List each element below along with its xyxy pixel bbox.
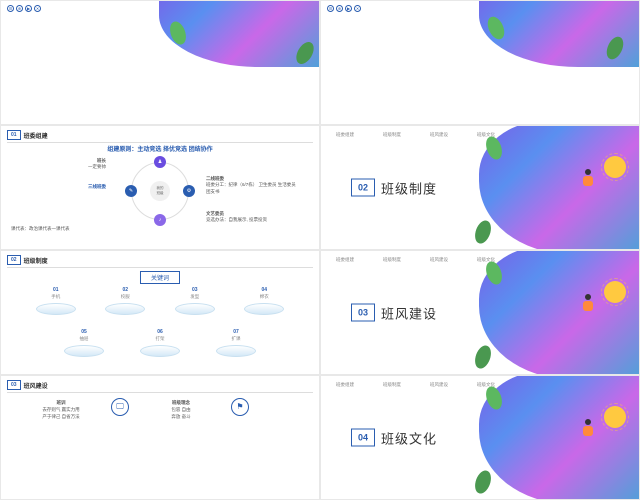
- step-06: 06打架: [140, 329, 180, 357]
- toolbar-icons: ☰⊕▶✕: [327, 5, 361, 12]
- section-hero: 03 班风建设: [351, 303, 437, 322]
- step-04: 04棉衣: [244, 287, 284, 315]
- hero-illustration: [479, 376, 639, 499]
- motto-block: 班训去存则气 赢实力用产于律己 自省万法: [31, 400, 91, 420]
- lightbulb-icon: [604, 406, 626, 428]
- icon-play: ▶: [25, 5, 32, 12]
- step-03: 03发型: [175, 287, 215, 315]
- hero-number: 03: [351, 304, 375, 322]
- principle-text: 组建原则：主动竞选 择优竞选 团结协作: [107, 144, 212, 153]
- cycle-diagram: 我的班级 ♟ ⚙ ♪ ✎: [125, 156, 195, 226]
- step-row-1: 01手机 02校服 03发型 04棉衣: [21, 287, 299, 315]
- hero-number: 04: [351, 429, 375, 447]
- hero-title: 班级制度: [381, 178, 437, 197]
- hero-illustration: [479, 126, 639, 249]
- slide-header: 02 班级制度: [7, 255, 313, 268]
- step-row-2: 05抽屉 06打架 07扩课: [46, 329, 274, 357]
- cycle-center: 我的班级: [150, 181, 170, 201]
- step-02: 02校服: [105, 287, 145, 315]
- slide-style: 03 班风建设 班训去存则气 赢实力用产于律己 自省万法 🖵 班级理念包容 自由…: [1, 376, 319, 499]
- cycle-node-left: ✎: [125, 185, 137, 197]
- hero-title: 班级文化: [381, 428, 437, 447]
- slide-rules: 02 班级制度 关键词 01手机 02校服 03发型 04棉衣 05抽屉 06打…: [1, 251, 319, 374]
- monitor-icon: 🖵: [111, 398, 129, 416]
- slide-section-03: 班委组建班级制度班风建设 班级文化班级活动结束总结 YOUR LOGO 03 班…: [321, 251, 639, 374]
- icon-close: ✕: [34, 5, 41, 12]
- lightbulb-icon: [604, 281, 626, 303]
- label-left-h: 三线班委: [26, 184, 106, 190]
- toolbar-icons: ☰ ⊕ ▶ ✕: [7, 5, 41, 12]
- step-07: 07扩课: [216, 329, 256, 357]
- cycle-node-right: ⚙: [183, 185, 195, 197]
- slide-section-02: 班委组建班级制度班风建设 班级文化班级活动结束总结 YOUR LOGO 02 班…: [321, 126, 639, 249]
- slide-intro-1: ☰ ⊕ ▶ ✕: [1, 1, 319, 124]
- cycle-node-bottom: ♪: [154, 214, 166, 226]
- hero-illustration: [479, 251, 639, 374]
- slide-header: 03 班风建设: [7, 380, 313, 393]
- label-top: 班长一定要帅: [56, 158, 106, 171]
- section-number: 01: [7, 130, 21, 140]
- step-01: 01手机: [36, 287, 76, 315]
- section-title: 班委组建: [24, 131, 48, 140]
- cycle-node-top: ♟: [154, 156, 166, 168]
- section-hero: 02 班级制度: [351, 178, 437, 197]
- hero-number: 02: [351, 179, 375, 197]
- section-hero: 04 班级文化: [351, 428, 437, 447]
- section-number: 02: [7, 255, 21, 265]
- label-left: 课代表：政治课代表一课代表: [11, 226, 121, 232]
- flag-icon: ⚑: [231, 398, 249, 416]
- step-05: 05抽屉: [64, 329, 104, 357]
- slide-committee: 01 班委组建 组建原则：主动竞选 择优竞选 团结协作 我的班级 ♟ ⚙ ♪ ✎…: [1, 126, 319, 249]
- slide-header: 01 班委组建: [7, 130, 313, 143]
- label-right: 二线班委班委分工：纪律（6/7栋） 卫生委员 生活委员 团支书: [206, 176, 296, 195]
- person-illustration: [582, 169, 594, 189]
- section-title: 班风建设: [24, 381, 48, 390]
- section-title: 班级制度: [24, 256, 48, 265]
- slide-intro-2: ☰⊕▶✕: [321, 1, 639, 124]
- icon-add: ⊕: [16, 5, 23, 12]
- person-illustration: [582, 294, 594, 314]
- lightbulb-icon: [604, 156, 626, 178]
- slide-section-04: 班委组建班级制度班风建设 班级文化班级活动结束总结 YOUR LOGO 04 班…: [321, 376, 639, 499]
- hero-illustration: [479, 1, 639, 67]
- section-number: 03: [7, 380, 21, 390]
- motto-icon-1: 🖵: [111, 398, 129, 418]
- icon-menu: ☰: [7, 5, 14, 12]
- label-bottom: 文艺委员竞选办法：自我展示, 投票投资: [206, 211, 296, 224]
- person-illustration: [582, 419, 594, 439]
- motto-icon-2: ⚑: [231, 398, 249, 418]
- keyword-badge: 关键词: [140, 271, 180, 284]
- concept-block: 班级理念包容 自由奔放 奋斗: [151, 400, 211, 420]
- hero-title: 班风建设: [381, 303, 437, 322]
- hero-illustration: [159, 1, 319, 67]
